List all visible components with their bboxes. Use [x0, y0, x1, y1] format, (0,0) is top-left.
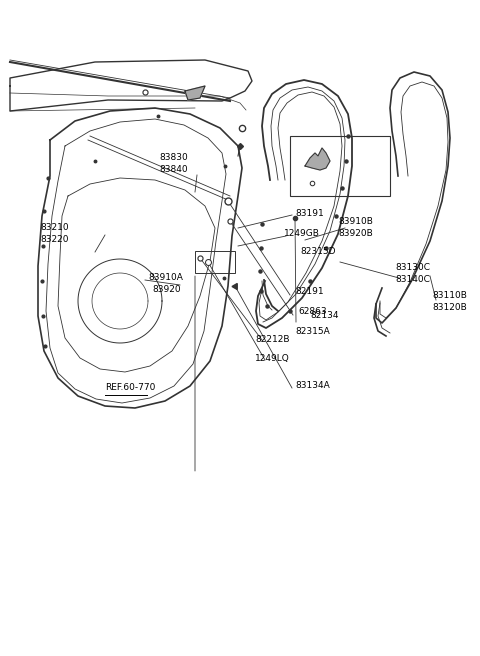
Text: REF.60-770: REF.60-770 — [105, 384, 156, 392]
Text: 1249LQ: 1249LQ — [255, 354, 290, 363]
Text: 83130C: 83130C — [395, 264, 430, 272]
Text: 83220: 83220 — [40, 236, 69, 245]
Text: 83830: 83830 — [160, 154, 188, 163]
Bar — [290, 136, 390, 196]
Text: 83210: 83210 — [40, 224, 69, 232]
Text: 82315A: 82315A — [295, 327, 330, 337]
Text: 83910B: 83910B — [338, 218, 373, 226]
Text: 82212B: 82212B — [255, 335, 289, 344]
Text: 83840: 83840 — [160, 165, 188, 174]
Text: 83920: 83920 — [152, 285, 180, 295]
Text: 82134: 82134 — [310, 310, 338, 319]
Bar — [195, 251, 235, 273]
Text: 82191: 82191 — [295, 287, 324, 297]
Text: 83110B: 83110B — [432, 291, 467, 300]
Text: 62863: 62863 — [298, 308, 326, 316]
Text: 1249GB: 1249GB — [284, 228, 320, 237]
Text: 83920B: 83920B — [338, 230, 373, 239]
Text: 83140C: 83140C — [395, 276, 430, 285]
Text: 83191: 83191 — [295, 209, 324, 218]
Polygon shape — [185, 86, 205, 100]
Text: 83134A: 83134A — [295, 380, 330, 390]
Text: 82315D: 82315D — [300, 247, 336, 256]
Polygon shape — [305, 148, 330, 170]
Text: 83910A: 83910A — [148, 274, 183, 283]
Text: 83120B: 83120B — [432, 302, 467, 312]
